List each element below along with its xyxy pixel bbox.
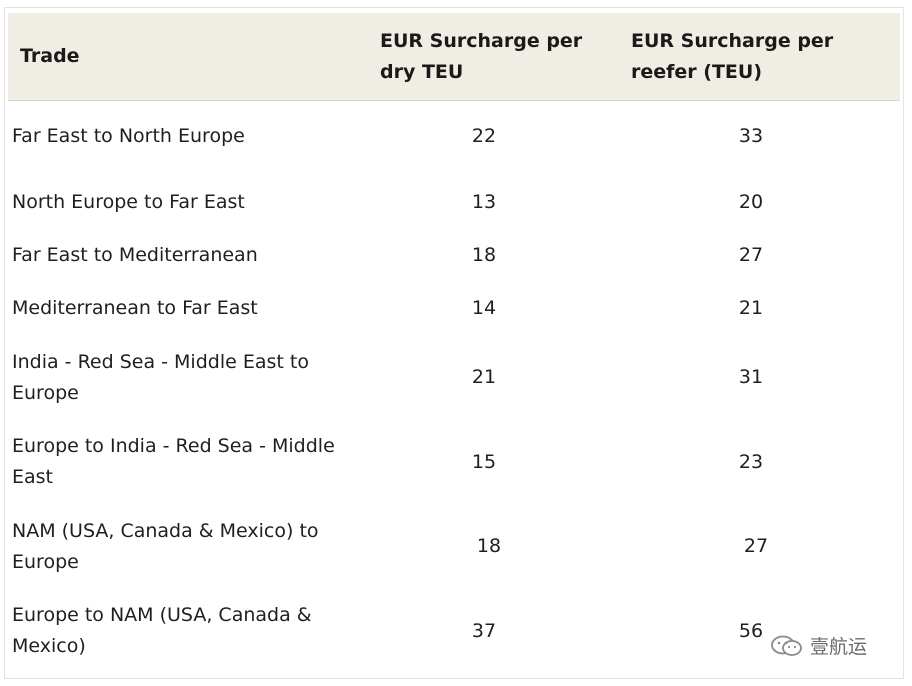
trade-cell: Mediterranean to Far East	[12, 297, 258, 319]
dry-value-cell: 18	[471, 244, 497, 266]
reefer-value-cell: 27	[743, 535, 769, 557]
trade-cell: Far East to Mediterranean	[12, 244, 258, 266]
surcharge-table: Trade EUR Surcharge per dry TEU EUR Surc…	[8, 13, 900, 101]
reefer-value-cell: 23	[738, 451, 764, 473]
trade-cell: North Europe to Far East	[12, 191, 245, 213]
surcharge-table-frame: Trade EUR Surcharge per dry TEU EUR Surc…	[4, 7, 904, 679]
trade-cell: Far East to North Europe	[12, 125, 245, 147]
trade-cell: India - Red Sea - Middle East to Europe	[12, 351, 309, 404]
header-reefer-surcharge: EUR Surcharge per reefer (TEU)	[631, 30, 834, 83]
trade-cell: NAM (USA, Canada & Mexico) to Europe	[12, 520, 319, 573]
dry-value-cell: 22	[471, 125, 497, 147]
watermark: 壹航运	[770, 632, 867, 659]
table-header: Trade EUR Surcharge per dry TEU EUR Surc…	[8, 13, 900, 101]
trade-cell: Europe to NAM (USA, Canada & Mexico)	[12, 604, 312, 657]
dry-value-cell: 13	[471, 191, 497, 213]
dry-value-cell: 15	[471, 451, 497, 473]
reefer-value-cell: 20	[738, 191, 764, 213]
header-dry-surcharge: EUR Surcharge per dry TEU	[380, 30, 583, 83]
reefer-value-cell: 31	[738, 366, 764, 388]
trade-cell: Europe to India - Red Sea - Middle East	[12, 435, 335, 488]
reefer-value-cell: 27	[738, 244, 764, 266]
dry-value-cell: 18	[476, 535, 502, 557]
header-trade: Trade	[20, 45, 80, 67]
wechat-icon	[771, 635, 802, 656]
reefer-value-cell: 33	[738, 125, 764, 147]
dry-value-cell: 21	[471, 366, 497, 388]
watermark-text: 壹航运	[810, 636, 868, 658]
reefer-value-cell: 56	[738, 620, 764, 642]
dry-value-cell: 37	[471, 620, 497, 642]
reefer-value-cell: 21	[738, 297, 764, 319]
dry-value-cell: 14	[471, 297, 497, 319]
